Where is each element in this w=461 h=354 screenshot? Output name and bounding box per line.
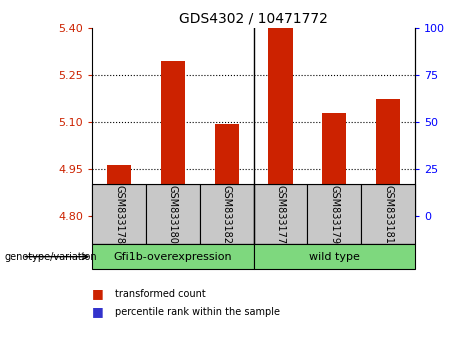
Bar xyxy=(376,204,400,208)
Bar xyxy=(200,184,254,244)
Text: GSM833177: GSM833177 xyxy=(275,184,285,244)
Text: GSM833181: GSM833181 xyxy=(383,185,393,244)
Text: ■: ■ xyxy=(92,305,104,318)
Text: GSM833178: GSM833178 xyxy=(114,185,124,244)
Text: ■: ■ xyxy=(92,287,104,300)
Bar xyxy=(107,165,131,216)
Bar xyxy=(307,184,361,244)
Text: genotype/variation: genotype/variation xyxy=(5,252,97,262)
Title: GDS4302 / 10471772: GDS4302 / 10471772 xyxy=(179,12,328,26)
Bar xyxy=(322,113,346,216)
Bar xyxy=(361,184,415,244)
Bar xyxy=(268,28,293,216)
Text: GSM833180: GSM833180 xyxy=(168,185,178,244)
Bar xyxy=(322,204,346,208)
Bar xyxy=(254,244,415,269)
Text: GSM833182: GSM833182 xyxy=(222,185,232,244)
Bar xyxy=(161,61,185,216)
Bar xyxy=(107,204,131,208)
Bar xyxy=(376,99,400,216)
Bar xyxy=(268,200,293,205)
Text: wild type: wild type xyxy=(309,252,360,262)
Text: Gfi1b-overexpression: Gfi1b-overexpression xyxy=(113,252,232,262)
Bar xyxy=(92,244,254,269)
Text: percentile rank within the sample: percentile rank within the sample xyxy=(115,307,280,316)
Text: GSM833179: GSM833179 xyxy=(329,185,339,244)
Bar xyxy=(214,124,239,216)
Bar xyxy=(254,184,307,244)
Bar xyxy=(146,184,200,244)
Bar xyxy=(161,204,185,208)
Bar xyxy=(214,204,239,208)
Text: transformed count: transformed count xyxy=(115,289,206,299)
Bar xyxy=(92,184,146,244)
